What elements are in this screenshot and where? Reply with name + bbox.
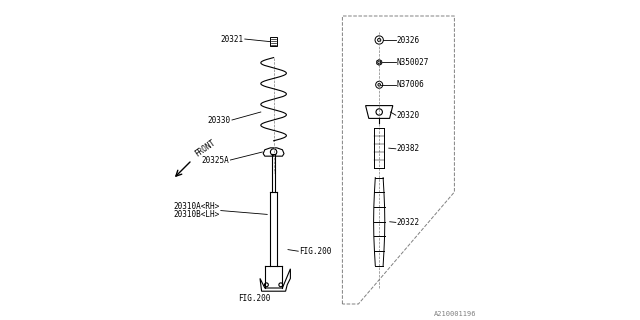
- Text: 20310B<LH>: 20310B<LH>: [173, 210, 219, 219]
- Text: FIG.200: FIG.200: [238, 294, 271, 303]
- Text: N37006: N37006: [397, 80, 424, 89]
- Text: FIG.200: FIG.200: [300, 247, 332, 256]
- Text: FRONT: FRONT: [193, 138, 218, 158]
- Text: 20325A: 20325A: [201, 156, 229, 164]
- Text: 20310A<RH>: 20310A<RH>: [173, 202, 219, 211]
- Text: 20322: 20322: [397, 218, 420, 227]
- Text: 20330: 20330: [207, 116, 230, 124]
- Text: 20326: 20326: [397, 36, 420, 44]
- Text: A210001196: A210001196: [435, 311, 477, 317]
- Text: N350027: N350027: [397, 58, 429, 67]
- Text: 20382: 20382: [397, 144, 420, 153]
- Text: 20320: 20320: [397, 111, 420, 120]
- Text: 20321: 20321: [220, 35, 243, 44]
